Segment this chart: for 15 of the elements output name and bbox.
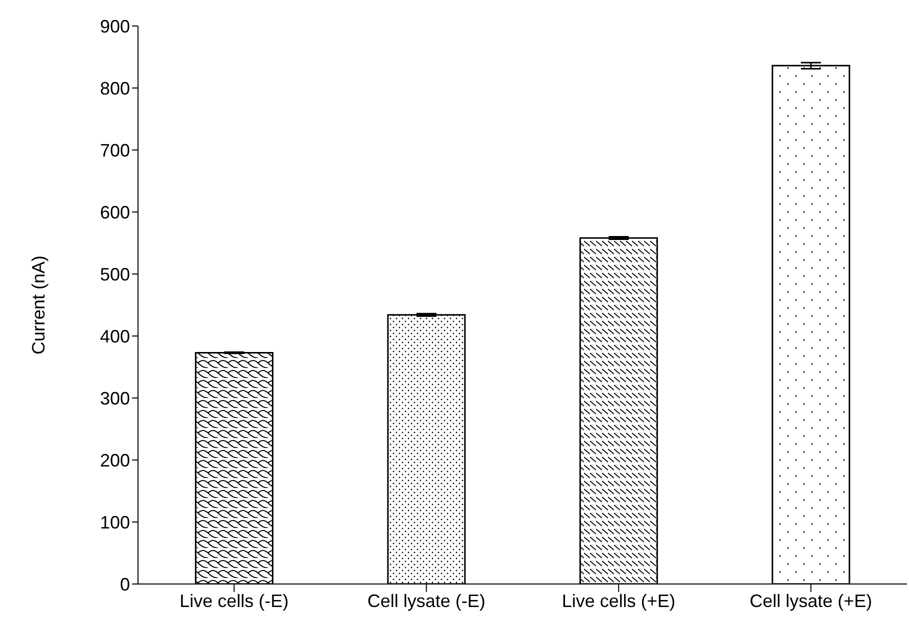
y-tick-label: 300 xyxy=(100,388,130,408)
y-tick-label: 500 xyxy=(100,264,130,284)
y-tick-label: 600 xyxy=(100,202,130,222)
x-tick-label: Live cells (+E) xyxy=(562,590,676,611)
y-tick-label: 700 xyxy=(100,140,130,160)
y-tick-label: 100 xyxy=(100,512,130,532)
y-tick-label: 900 xyxy=(100,16,130,36)
y-tick-label: 200 xyxy=(100,450,130,470)
x-tick-label: Live cells (-E) xyxy=(180,590,289,611)
y-tick-label: 400 xyxy=(100,326,130,346)
x-tick-label: Cell lysate (-E) xyxy=(367,590,486,611)
x-tick-label: Cell lysate (+E) xyxy=(750,590,872,611)
y-tick-label: 800 xyxy=(100,78,130,98)
y-axis-title: Current (nA) xyxy=(28,255,48,355)
y-tick-label: 0 xyxy=(120,574,130,594)
